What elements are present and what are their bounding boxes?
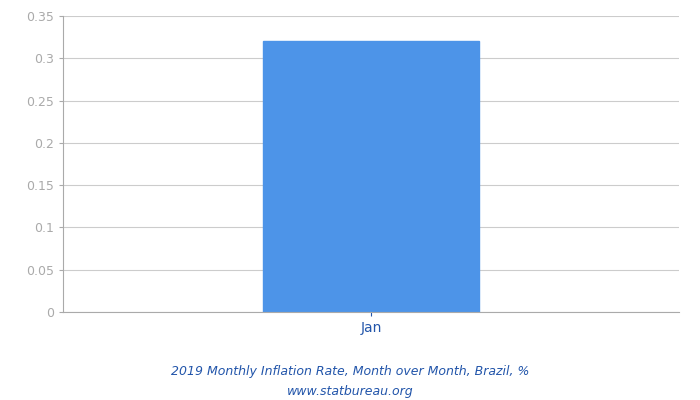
- Bar: [263, 41, 479, 312]
- Text: www.statbureau.org: www.statbureau.org: [287, 386, 413, 398]
- Text: 2019 Monthly Inflation Rate, Month over Month, Brazil, %: 2019 Monthly Inflation Rate, Month over …: [171, 366, 529, 378]
